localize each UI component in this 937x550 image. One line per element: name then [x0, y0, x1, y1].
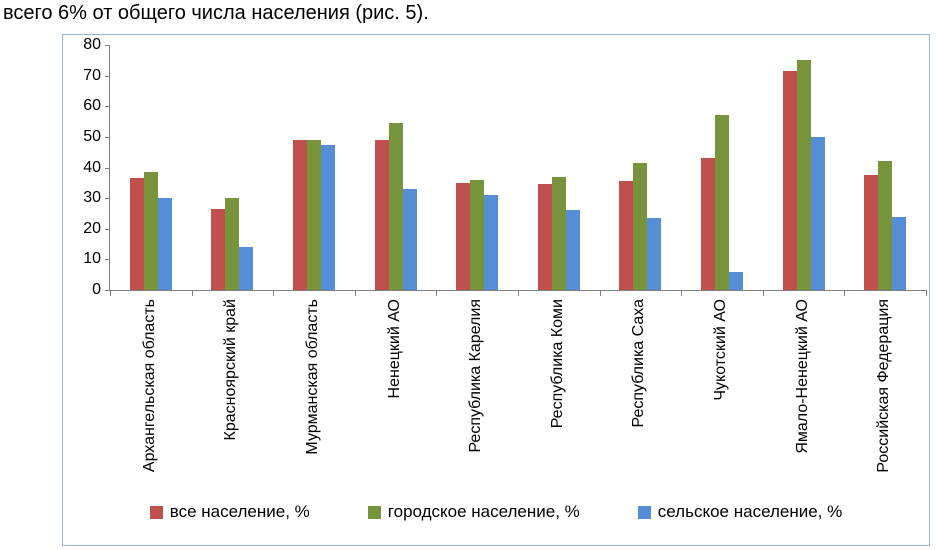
y-tick-label: 70 — [83, 66, 101, 84]
bar — [484, 195, 499, 290]
bar — [225, 198, 240, 290]
y-tick-mark — [105, 75, 110, 77]
legend-label: городское население, % — [387, 502, 580, 521]
x-tick-mark — [762, 290, 764, 296]
legend-item: сельское население, % — [637, 502, 843, 522]
bar — [129, 178, 144, 290]
legend: все население, % городское население, % се… — [63, 502, 929, 522]
category-label: Республика Коми — [517, 299, 599, 428]
chart-frame: Архангельская область Красноярский край Му… — [62, 34, 930, 546]
bar — [211, 208, 226, 290]
y-tick-mark — [105, 290, 110, 291]
category-label-text: Республика Карелия — [467, 299, 485, 453]
bar — [892, 216, 907, 290]
y-tick-label: 10 — [83, 250, 101, 268]
category-label: Архангельская область — [109, 299, 191, 472]
category-label-text: Архангельская область — [140, 299, 158, 473]
x-axis-labels: Архангельская область Красноярский край Му… — [109, 290, 925, 496]
legend-label: сельское население, % — [657, 502, 843, 521]
y-tick-mark — [105, 198, 110, 200]
y-tick-label: 80 — [83, 36, 101, 53]
legend-label: все население, % — [169, 502, 310, 521]
y-tick-label: 40 — [83, 158, 101, 176]
category-label: Ямало-Ненецкий АО — [762, 299, 844, 454]
plot-area — [105, 45, 927, 296]
category-label-text: Республика Коми — [548, 299, 566, 429]
category-label: Мурманская область — [272, 299, 354, 455]
y-tick-mark — [105, 136, 110, 138]
bar — [729, 271, 743, 290]
y-tick-mark — [105, 106, 110, 108]
y-tick-mark — [105, 45, 110, 46]
y-tick-mark — [105, 167, 110, 169]
legend-swatch — [637, 505, 651, 519]
bar — [321, 144, 335, 290]
bar — [565, 210, 580, 290]
y-tick-label: 30 — [83, 189, 101, 207]
bar — [157, 198, 172, 290]
bar — [374, 139, 389, 290]
y-tick-label: 0 — [92, 281, 101, 298]
bar — [470, 179, 485, 290]
category-label-text: Чукотский АО — [711, 299, 729, 401]
bar — [796, 60, 811, 290]
y-tick-mark — [105, 228, 110, 230]
category-label-text: Республика Саха — [630, 299, 648, 428]
y-tick-mark — [105, 259, 110, 261]
category-label: Чукотский АО — [680, 299, 762, 401]
bar — [537, 184, 552, 290]
category-label-text: Ненецкий АО — [385, 299, 403, 399]
y-tick-label: 20 — [83, 219, 101, 237]
x-tick-mark — [110, 290, 111, 296]
legend-item: все население, % — [149, 502, 310, 522]
category-label: Российская Федерация — [843, 299, 925, 473]
category-label: Республика Карелия — [435, 299, 517, 453]
x-tick-mark — [191, 290, 193, 296]
x-tick-mark — [518, 290, 519, 296]
y-tick-label: 50 — [83, 127, 101, 145]
bar — [647, 218, 662, 290]
bar — [619, 181, 634, 290]
bar — [864, 175, 879, 290]
x-tick-mark — [844, 290, 846, 296]
bar — [810, 136, 825, 290]
category-label-text: Российская Федерация — [875, 299, 893, 473]
x-tick-mark — [273, 290, 275, 296]
bar — [307, 139, 321, 290]
bar — [143, 172, 158, 290]
x-tick-mark — [354, 290, 356, 296]
x-tick-mark — [926, 290, 927, 296]
bar — [293, 139, 307, 290]
bar — [388, 123, 403, 290]
x-tick-mark — [681, 290, 683, 296]
y-tick-label: 60 — [83, 97, 101, 115]
bar — [239, 247, 254, 290]
category-label: Ненецкий АО — [354, 299, 436, 398]
x-tick-mark — [436, 290, 438, 296]
bar — [715, 115, 729, 290]
x-tick-mark — [599, 290, 601, 296]
legend-swatch — [367, 505, 381, 519]
legend-swatch — [149, 505, 163, 519]
bar — [402, 188, 417, 290]
caption-text: всего 6% от общего числа населения (рис.… — [3, 2, 429, 24]
category-label: Красноярский край — [191, 299, 273, 440]
bar — [878, 161, 893, 290]
bar — [701, 158, 715, 290]
bar — [633, 162, 648, 290]
bar — [551, 176, 566, 290]
bar — [456, 182, 471, 290]
bar — [782, 71, 797, 290]
category-label-text: Красноярский край — [222, 299, 240, 441]
legend-item: городское население, % — [367, 502, 580, 522]
category-label-text: Мурманская область — [303, 299, 321, 455]
category-label-text: Ямало-Ненецкий АО — [793, 299, 811, 454]
category-label: Республика Саха — [599, 299, 681, 427]
